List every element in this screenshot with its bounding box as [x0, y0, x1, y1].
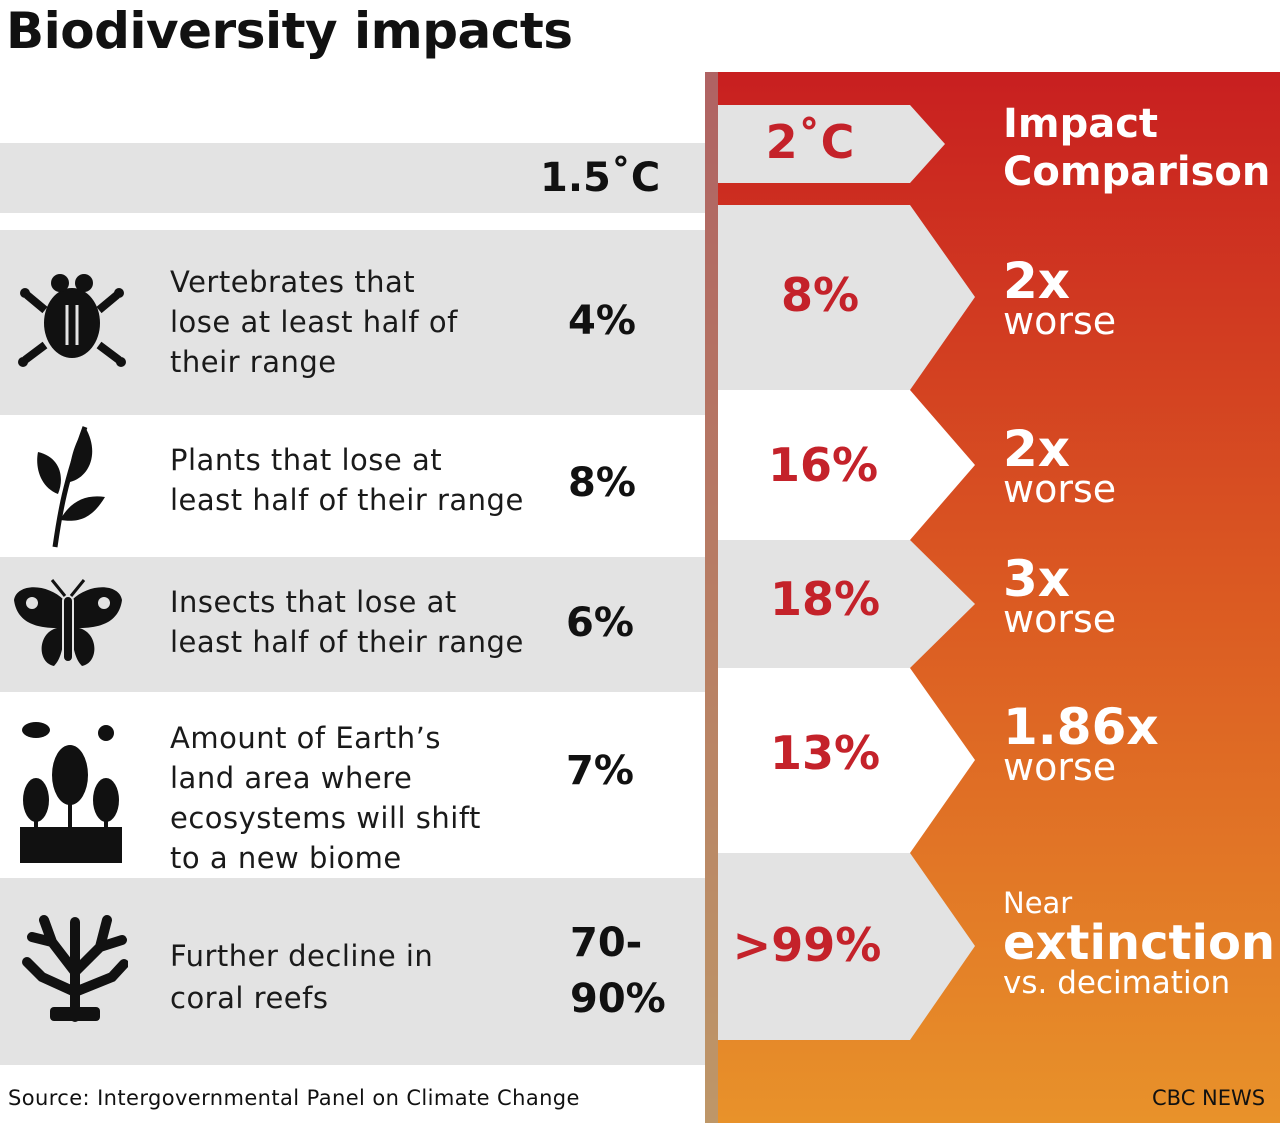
value-line: 70-	[570, 920, 643, 966]
row-arrow-5	[718, 853, 975, 1040]
value-2c: 16%	[767, 438, 879, 492]
comparison-header-line: Impact	[1003, 101, 1159, 147]
comparison-factor: 1.86x	[1003, 698, 1159, 756]
comparison-factor: extinction	[1003, 915, 1276, 971]
row-label-line: to a new biome	[170, 841, 402, 875]
comparison-factor: 3x	[1003, 550, 1071, 608]
row-label-line: Amount of Earth’s	[170, 721, 441, 755]
row-label: Amount of Earth’s land area where ecosyste…	[170, 718, 481, 878]
value-2c: 13%	[769, 726, 881, 780]
comparison-header-line: Comparison	[1003, 149, 1271, 195]
comparison-factor: 2x	[1003, 252, 1071, 310]
plant-icon	[37, 426, 105, 548]
row-label: Plants that lose at least half of their r…	[170, 440, 524, 520]
row-band-3	[0, 557, 706, 692]
row-label-line: Further decline in	[170, 939, 434, 973]
value-2c: >99%	[732, 918, 882, 972]
row-label-line: Plants that lose at	[170, 443, 443, 477]
comparison-text: worse	[1003, 299, 1117, 343]
comparison-text: worse	[1003, 745, 1117, 789]
value-2c: 8%	[780, 268, 860, 322]
value-1-5c: 8%	[568, 460, 636, 506]
comparison-header: Impact Comparison	[1003, 100, 1270, 196]
header-arrow	[718, 105, 945, 183]
row-label-line: least half of their range	[170, 483, 524, 517]
header-band	[0, 143, 706, 213]
page-title: Biodiversity impacts	[6, 2, 573, 60]
row-arrow-2	[718, 390, 975, 540]
value-1-5c: 70- 90%	[570, 915, 666, 1027]
row-label: Insects that lose at least half of their …	[170, 582, 524, 662]
row-label-line: least half of their range	[170, 625, 524, 659]
row-arrow-1	[718, 205, 975, 390]
row-label-line: Vertebrates that	[170, 265, 416, 299]
header-2c: 2˚C	[765, 115, 855, 169]
comparison-text: worse	[1003, 467, 1117, 511]
row-label-line: coral reefs	[170, 981, 329, 1015]
row-label-line: Insects that lose at	[170, 585, 457, 619]
comparison: 3x worse	[1003, 550, 1117, 641]
comparison-text: worse	[1003, 597, 1117, 641]
value-1-5c: 6%	[566, 600, 634, 646]
row-label: Further decline in coral reefs	[170, 935, 433, 1019]
row-label-line: ecosystems will shift	[170, 801, 481, 835]
value-line: 90%	[570, 976, 666, 1022]
value-1-5c: 7%	[566, 748, 634, 794]
row-label-line: lose at least half of	[170, 305, 458, 339]
row-label-line: land area where	[170, 761, 413, 795]
row-label: Vertebrates that lose at least half of the…	[170, 262, 458, 382]
comparison: 2x worse	[1003, 420, 1117, 511]
row-band-1	[0, 230, 706, 415]
row-arrow-4	[718, 668, 975, 853]
comparison: 2x worse	[1003, 252, 1117, 343]
row-label-line: their range	[170, 345, 337, 379]
coral-icon	[22, 915, 128, 1022]
comparison: Near extinction vs. decimation	[1003, 886, 1275, 1000]
comparison-text: vs. decimation	[1003, 965, 1231, 1001]
row-arrow-3	[718, 540, 975, 668]
comparison-prefix: Near	[1003, 886, 1073, 920]
butterfly-icon	[14, 579, 122, 666]
header-1-5c: 1.5˚C	[540, 155, 661, 201]
comparison-factor: 2x	[1003, 420, 1071, 478]
value-1-5c: 4%	[568, 298, 636, 344]
frog-icon	[18, 274, 126, 367]
source-note: Source: Intergovernmental Panel on Clima…	[8, 1086, 580, 1110]
brand-logo: CBC NEWS	[1152, 1086, 1266, 1110]
value-2c: 18%	[769, 572, 881, 626]
ecosystem-icon	[20, 722, 122, 863]
comparison: 1.86x worse	[1003, 698, 1159, 789]
